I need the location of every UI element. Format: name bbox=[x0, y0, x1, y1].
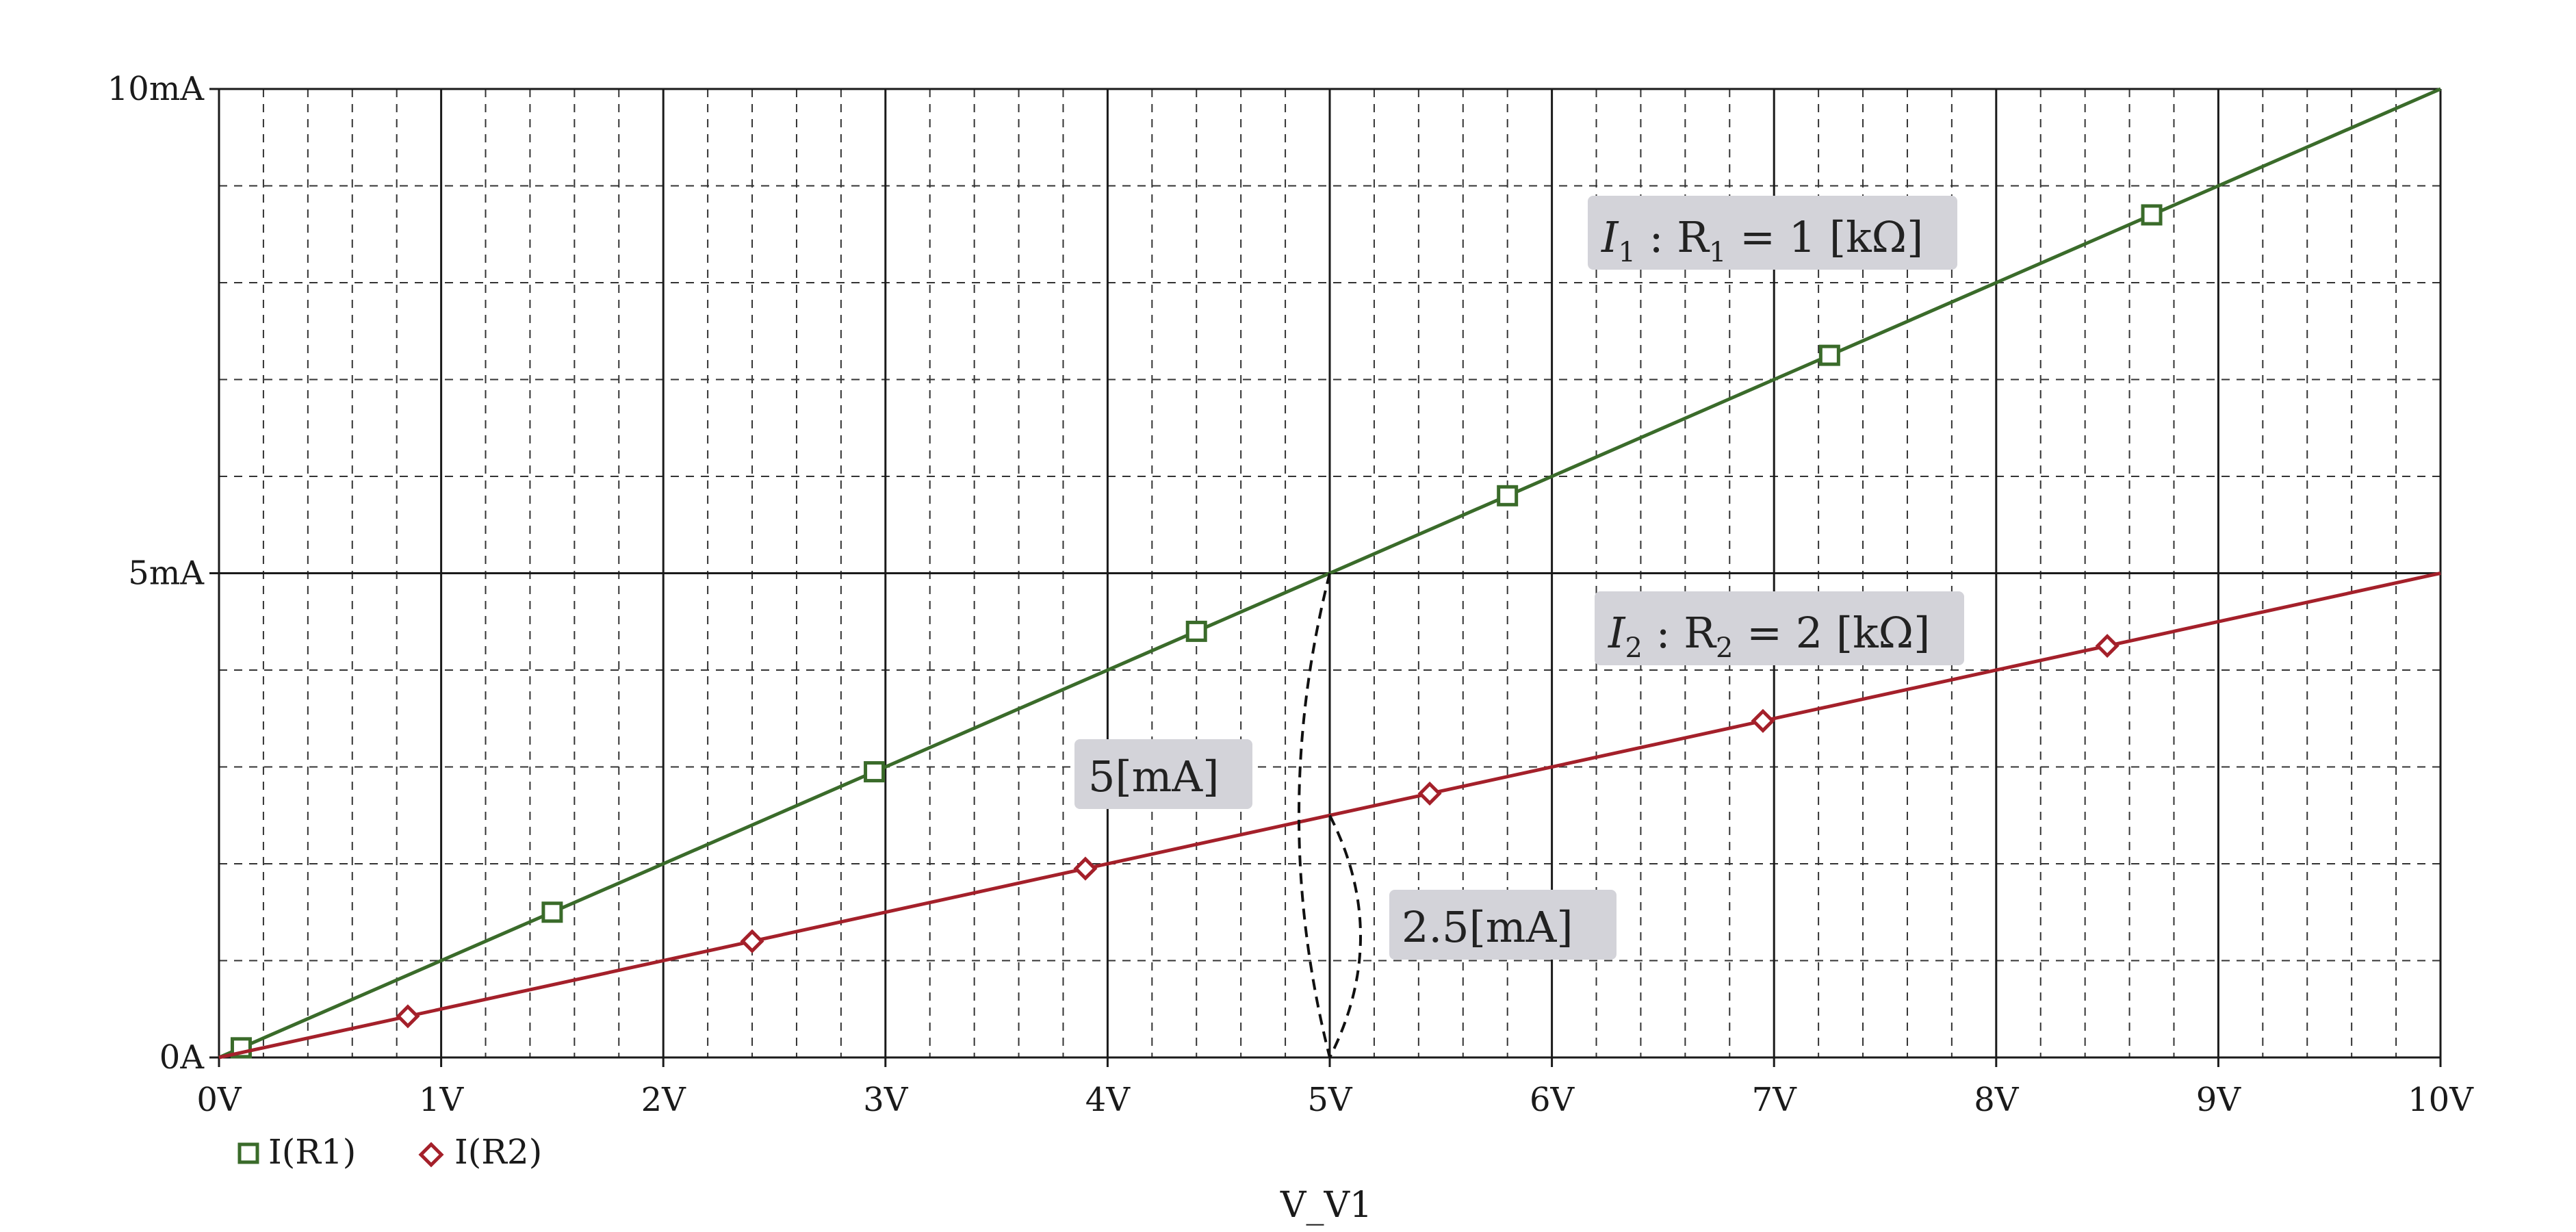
x-tick-label: 3V bbox=[863, 1081, 909, 1119]
axes bbox=[209, 88, 2442, 1067]
data-point bbox=[1751, 708, 1775, 733]
svg-text:2.5[mA]: 2.5[mA] bbox=[1402, 902, 1573, 952]
x-tick-label: 5V bbox=[1307, 1081, 1353, 1119]
bracket-5ma bbox=[1298, 573, 1331, 1058]
data-point bbox=[2095, 634, 2120, 658]
legend-marker-r2 bbox=[418, 1142, 444, 1168]
x-tick-label: 9V bbox=[2196, 1081, 2242, 1119]
bracket-2-5ma bbox=[1328, 814, 1362, 1058]
data-point bbox=[1073, 856, 1098, 881]
x-tick-label: 10V bbox=[2408, 1081, 2474, 1119]
data-point bbox=[1417, 781, 1442, 806]
x-tick-label: 4V bbox=[1085, 1081, 1131, 1119]
y-tick-labels: 0A 5mA 10mA bbox=[107, 70, 205, 1077]
x-tick-label: 7V bbox=[1752, 1081, 1798, 1119]
data-point bbox=[541, 901, 563, 923]
data-point bbox=[2141, 204, 2163, 226]
data-point bbox=[740, 929, 764, 953]
annotation-r1: I1 : R1 = 1 [kΩ] bbox=[1588, 196, 1957, 270]
svg-text:I1 : R1 = 1 [kΩ]: I1 : R1 = 1 [kΩ] bbox=[1601, 212, 1923, 268]
dimension-brackets bbox=[1298, 573, 1362, 1058]
legend-label-r1: I(R1) bbox=[268, 1132, 356, 1172]
legend-marker-r1 bbox=[237, 1142, 259, 1164]
annotation-r2: I2 : R2 = 2 [kΩ] bbox=[1595, 591, 1964, 665]
x-tick-label: 6V bbox=[1530, 1081, 1575, 1119]
x-tick-label: 2V bbox=[641, 1081, 687, 1119]
svg-text:5[mA]: 5[mA] bbox=[1088, 752, 1219, 801]
x-tick-label: 0V bbox=[196, 1081, 242, 1119]
x-axis-title: V_V1 bbox=[1280, 1185, 1372, 1226]
annotation-5ma: 5[mA] bbox=[1074, 739, 1252, 809]
data-point bbox=[1185, 620, 1207, 642]
legend-label-r2: I(R2) bbox=[454, 1132, 542, 1172]
data-point bbox=[1818, 344, 1840, 366]
y-tick-label: 0A bbox=[159, 1038, 205, 1077]
data-point bbox=[396, 1004, 420, 1029]
annotation-2-5ma: 2.5[mA] bbox=[1389, 890, 1617, 960]
svg-text:I2 : R2 = 2 [kΩ]: I2 : R2 = 2 [kΩ] bbox=[1608, 608, 1930, 664]
x-tick-label: 8V bbox=[1974, 1081, 2020, 1119]
legend: I(R1) I(R2) bbox=[237, 1132, 542, 1172]
data-point bbox=[864, 761, 886, 783]
x-tick-label: 1V bbox=[419, 1081, 465, 1119]
y-tick-label: 10mA bbox=[107, 70, 205, 108]
data-point bbox=[1497, 485, 1519, 506]
y-tick-label: 5mA bbox=[128, 554, 205, 593]
x-tick-labels: 0V 1V 2V 3V 4V 5V 6V 7V 8V 9V 10V bbox=[196, 1081, 2474, 1119]
